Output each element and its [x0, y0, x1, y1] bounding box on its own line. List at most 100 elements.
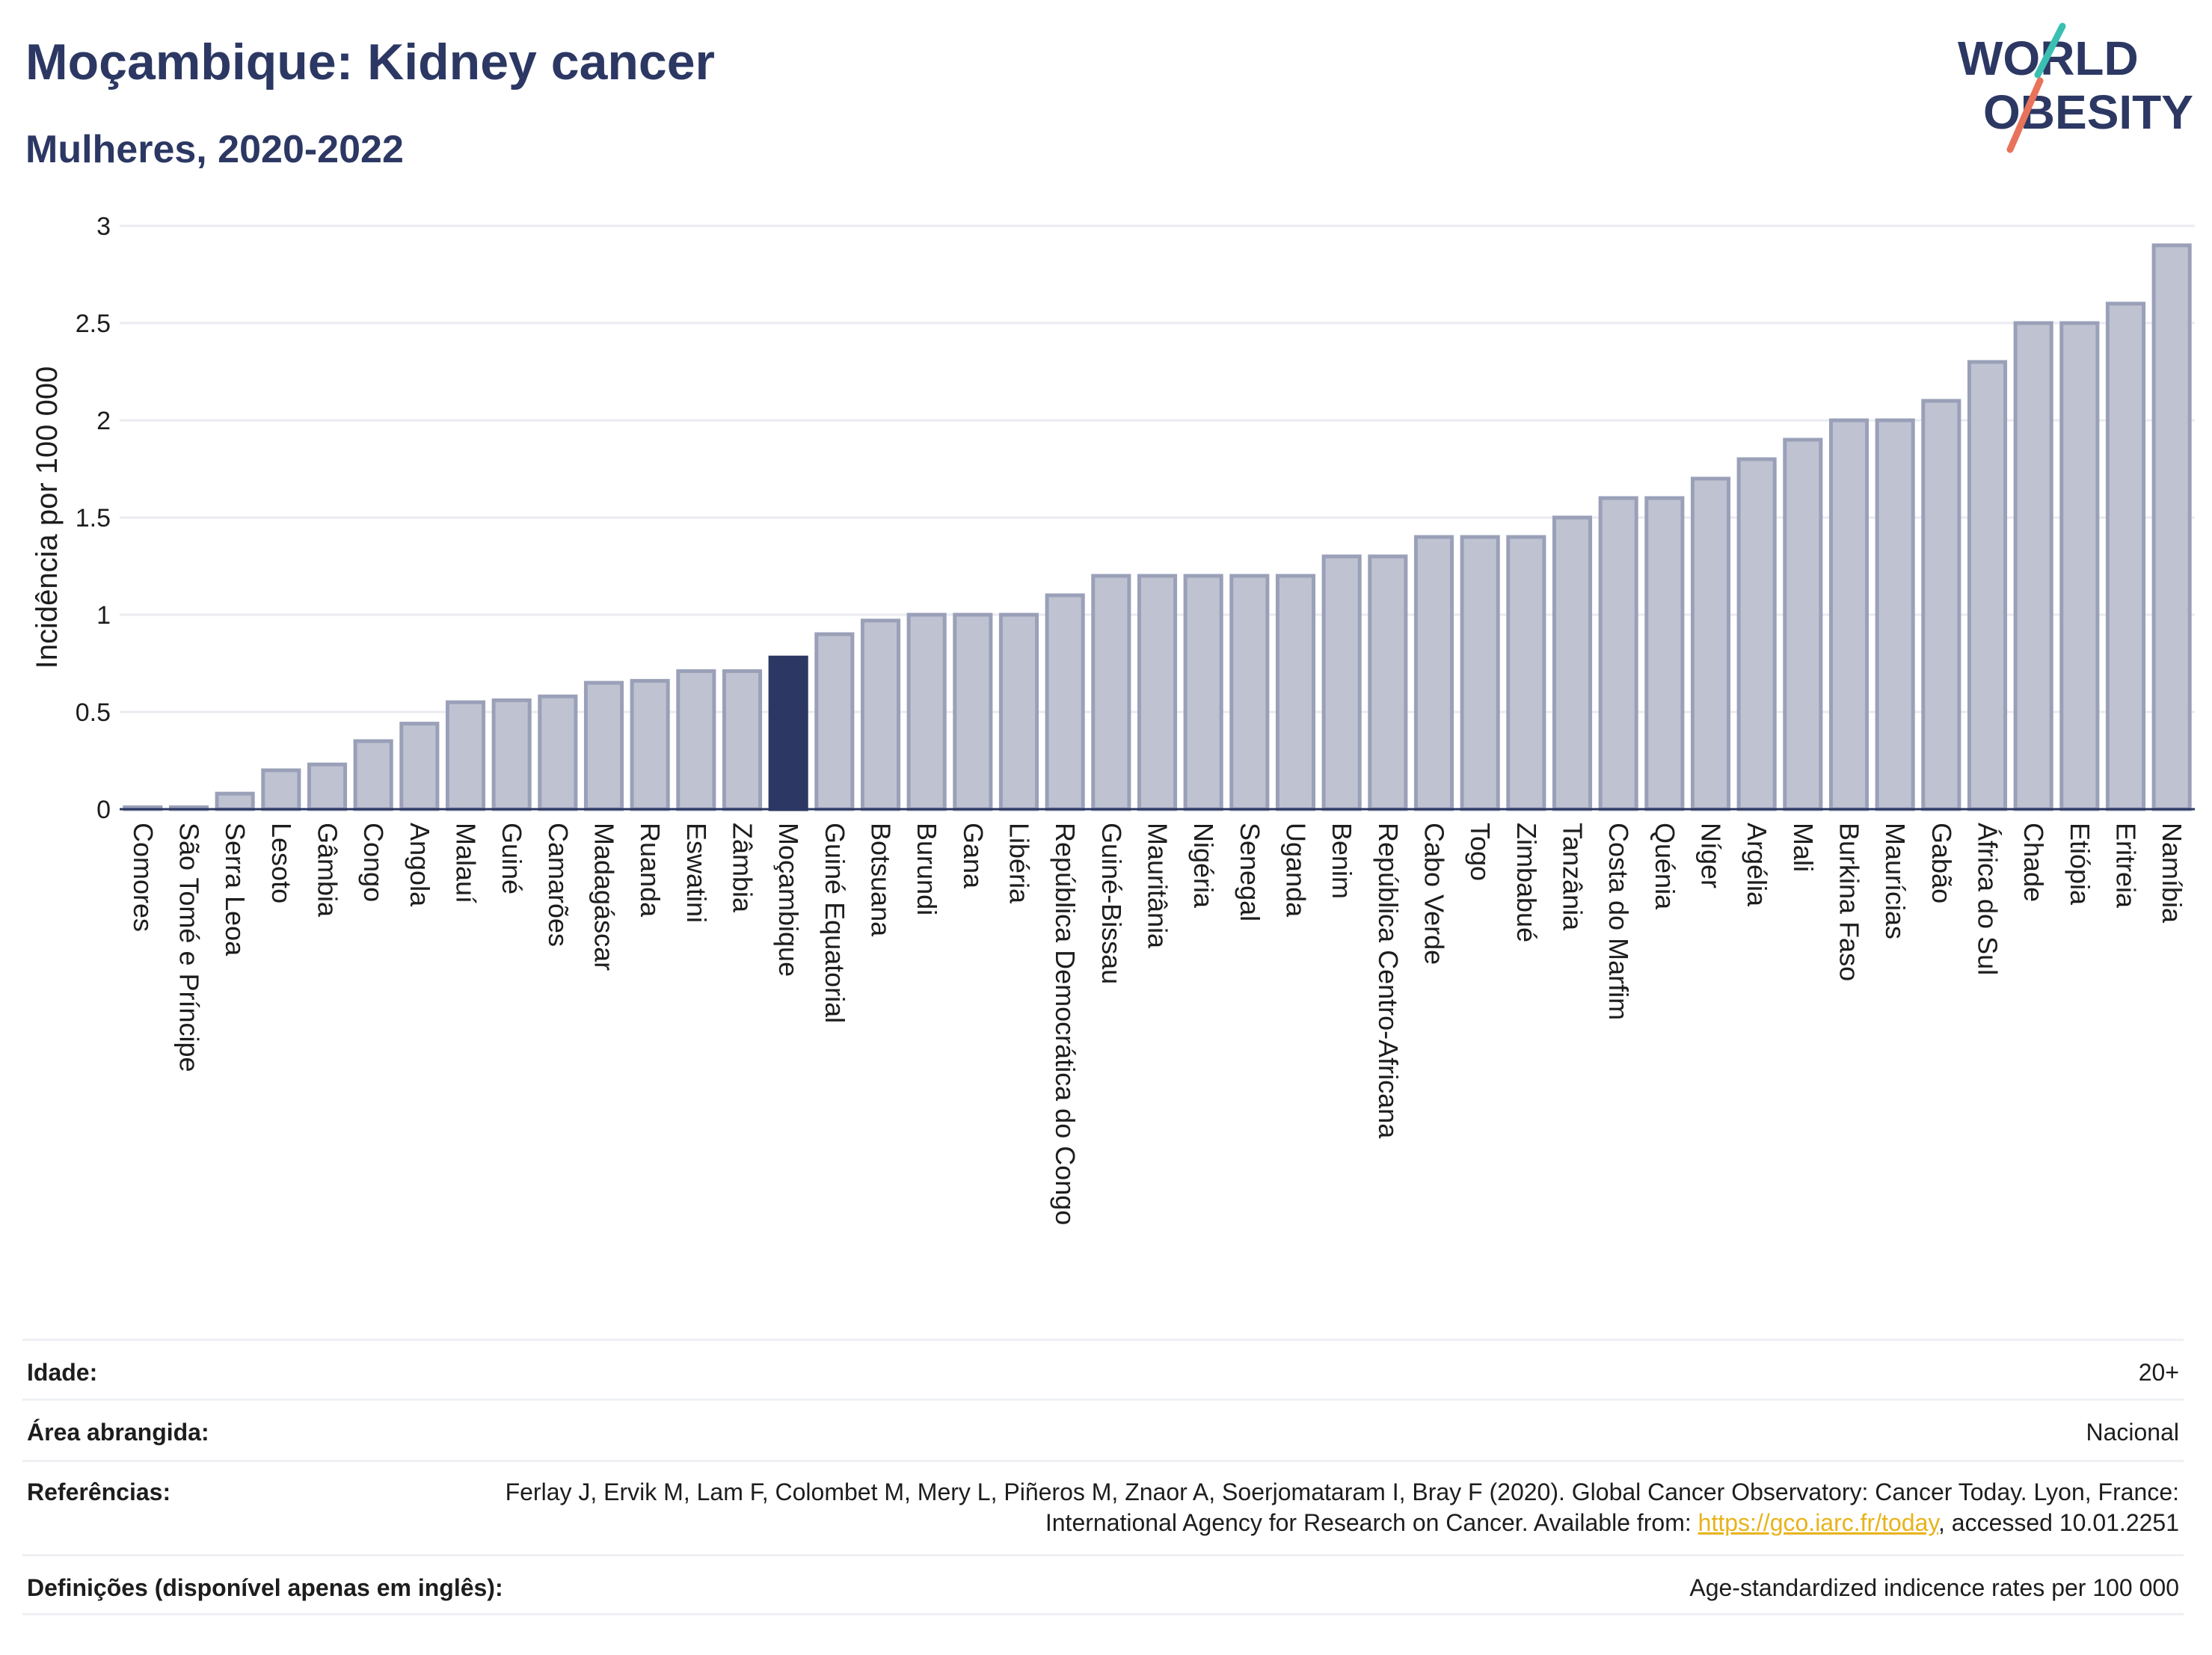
y-axis-label: Incidência por 100 000: [31, 366, 64, 669]
world-obesity-logo: WORLD OBESITY: [1958, 22, 2193, 153]
x-tick-label: Quénia: [1650, 823, 1680, 910]
x-tick-label: Zimbabué: [1511, 823, 1542, 942]
bar: [1413, 535, 1454, 811]
x-tick-label: Botsuana: [866, 823, 897, 937]
x-tick-label: Togo: [1465, 823, 1496, 881]
x-tick-label: Nigéria: [1188, 823, 1219, 909]
bar: [1552, 515, 1593, 811]
x-tick-label: Burkina Faso: [1834, 823, 1865, 981]
x-tick-label: República Democrática do Congo: [1050, 823, 1081, 1225]
x-tick-label: Moçambique: [773, 823, 804, 977]
bar: [1275, 574, 1316, 811]
definitions-label: Definições (disponível apenas em inglês)…: [27, 1574, 503, 1601]
bar: [906, 612, 947, 811]
x-tick-label: Libéria: [1004, 823, 1035, 904]
x-tick-label: Mali: [1788, 823, 1819, 872]
bar: [2013, 321, 2053, 811]
x-tick-label: Zâmbia: [728, 823, 758, 913]
bar: [215, 791, 255, 811]
x-tick-label: Uganda: [1281, 823, 1312, 918]
bar: [768, 655, 808, 811]
bar: [722, 669, 763, 811]
bar: [1183, 574, 1223, 811]
y-tick-label: 0: [96, 796, 111, 824]
bar: [445, 700, 486, 811]
bar: [953, 612, 993, 811]
x-tick-label: República Centro-Africana: [1373, 823, 1404, 1139]
bar: [860, 618, 901, 811]
x-tick-label: Camarões: [543, 823, 574, 947]
logo-slash-red: [2006, 77, 2044, 153]
x-tick-label: Maurícias: [1880, 823, 1911, 939]
bar: [998, 612, 1039, 811]
x-tick-label: Congo: [358, 823, 389, 902]
x-tick-label: Mauritânia: [1143, 823, 1173, 949]
bar: [1321, 554, 1362, 811]
x-tick-label: Burundi: [912, 823, 942, 915]
references-label: Referências:: [27, 1479, 171, 1505]
x-tick-label: Gabão: [1926, 823, 1957, 903]
bar: [1091, 574, 1131, 811]
bar: [1137, 574, 1178, 811]
bar: [491, 698, 532, 811]
x-tick-label: Tanzânia: [1558, 823, 1588, 931]
y-tick-label: 2.5: [76, 310, 111, 338]
area-label: Área abrangida:: [27, 1419, 209, 1446]
age-label: Idade:: [27, 1359, 98, 1386]
x-tick-label: Cabo Verde: [1419, 823, 1450, 965]
bar: [630, 678, 670, 811]
bar: [814, 632, 855, 811]
y-tick-label: 3: [96, 212, 111, 241]
bar: [1875, 418, 1915, 811]
bar: [1644, 496, 1685, 811]
x-tick-label: Guiné-Bissau: [1096, 823, 1127, 984]
x-tick-label: São Tomé e Príncipe: [174, 823, 205, 1072]
references-text: Ferlay J, Ervik M, Lam F, Colombet M, Me…: [505, 1479, 2179, 1536]
bar: [1229, 574, 1270, 811]
chart-subtitle: Mulheres, 2020-2022: [25, 128, 404, 171]
area-value: Nacional: [2086, 1419, 2179, 1446]
x-tick-label: Gana: [958, 823, 989, 889]
bar: [1783, 437, 1823, 811]
bar: [2059, 321, 2100, 811]
info-row-age: Idade: 20+: [22, 1339, 2184, 1398]
x-tick-label: Eswatini: [681, 823, 712, 923]
x-tick-label: Eritreia: [2111, 823, 2142, 909]
bar: [261, 768, 301, 811]
info-row-references: Referências: Ferlay J, Ervik M, Lam F, C…: [22, 1460, 2184, 1554]
references-accessed: , accessed 10.01.2251: [1938, 1509, 2179, 1536]
bar: [1921, 399, 1961, 811]
y-tick-label: 2: [96, 407, 111, 435]
x-tick-label: Níger: [1696, 823, 1727, 888]
x-tick-label: Etiópia: [2065, 823, 2095, 906]
x-tick-label: Senegal: [1235, 823, 1265, 921]
y-tick-label: 1.5: [76, 504, 111, 532]
bar: [583, 681, 624, 811]
bar: [1460, 535, 1500, 811]
bar: [353, 739, 393, 811]
references-value: Ferlay J, Ervik M, Lam F, Colombet M, Me…: [459, 1477, 2179, 1538]
bar: [1368, 554, 1408, 811]
bar: [2105, 301, 2146, 811]
bar: [1967, 360, 2008, 811]
x-tick-label: Lesoto: [266, 823, 297, 903]
bar: [676, 669, 716, 811]
bar-chart: 0 0.5 1 1.5 2 2.5 3 Incidência por 100 000 Comor…: [31, 212, 2195, 1225]
x-tick-label: Guiné Equatorial: [820, 823, 850, 1023]
bar: [399, 722, 440, 811]
bar: [1045, 593, 1085, 811]
x-tick-label: Argélia: [1742, 823, 1772, 907]
references-link[interactable]: https://gco.iarc.fr/today: [1698, 1509, 1938, 1536]
x-tick-label: Costa do Marfim: [1603, 823, 1634, 1020]
x-tick-label: Malauí: [451, 823, 482, 903]
bar: [538, 694, 578, 811]
x-tick-label: Serra Leoa: [220, 823, 251, 957]
bar: [1736, 457, 1777, 811]
bar: [307, 762, 348, 811]
x-tick-label: Guiné: [497, 823, 527, 894]
y-tick-label: 0.5: [76, 698, 111, 727]
bar: [2151, 243, 2192, 811]
chart-title: Moçambique: Kidney cancer: [25, 34, 716, 90]
info-row-area: Área abrangida: Nacional: [22, 1398, 2184, 1460]
age-value: 20+: [2138, 1359, 2179, 1386]
